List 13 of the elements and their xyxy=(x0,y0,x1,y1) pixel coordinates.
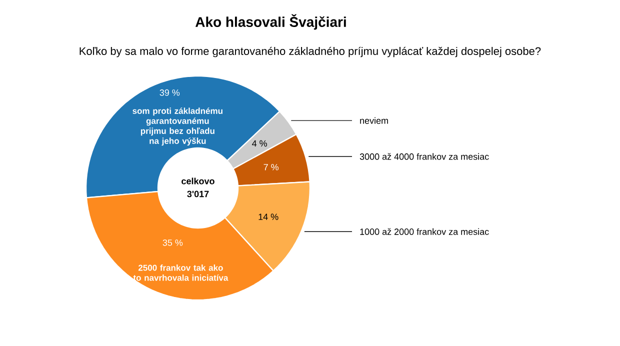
data-label: 7 % xyxy=(264,164,279,170)
chart-title: Ako hlasovali Švajčiari xyxy=(195,14,346,30)
slice-label: 3000 až 4000 frankov za mesiac xyxy=(360,153,489,160)
text: celkovo xyxy=(182,178,214,184)
data-label: 4 % xyxy=(252,140,267,147)
data-label: 14 % xyxy=(258,214,278,220)
data-label: 35 % xyxy=(162,239,183,246)
chart-subtitle: Koľko by sa malo vo forme garantovaného základného príjmu vyplácať každej dospelej osobe? xyxy=(80,46,541,58)
slice-label: neviem xyxy=(360,117,388,124)
data-label: 39 % xyxy=(160,89,180,96)
text: 3'017 xyxy=(187,190,209,198)
slice-label: som proti základnému garantovanému prijmu bez ohľadu na jeho výšku xyxy=(132,108,222,146)
slice-label: 1000 až 2000 frankov za mesiac xyxy=(360,228,489,235)
